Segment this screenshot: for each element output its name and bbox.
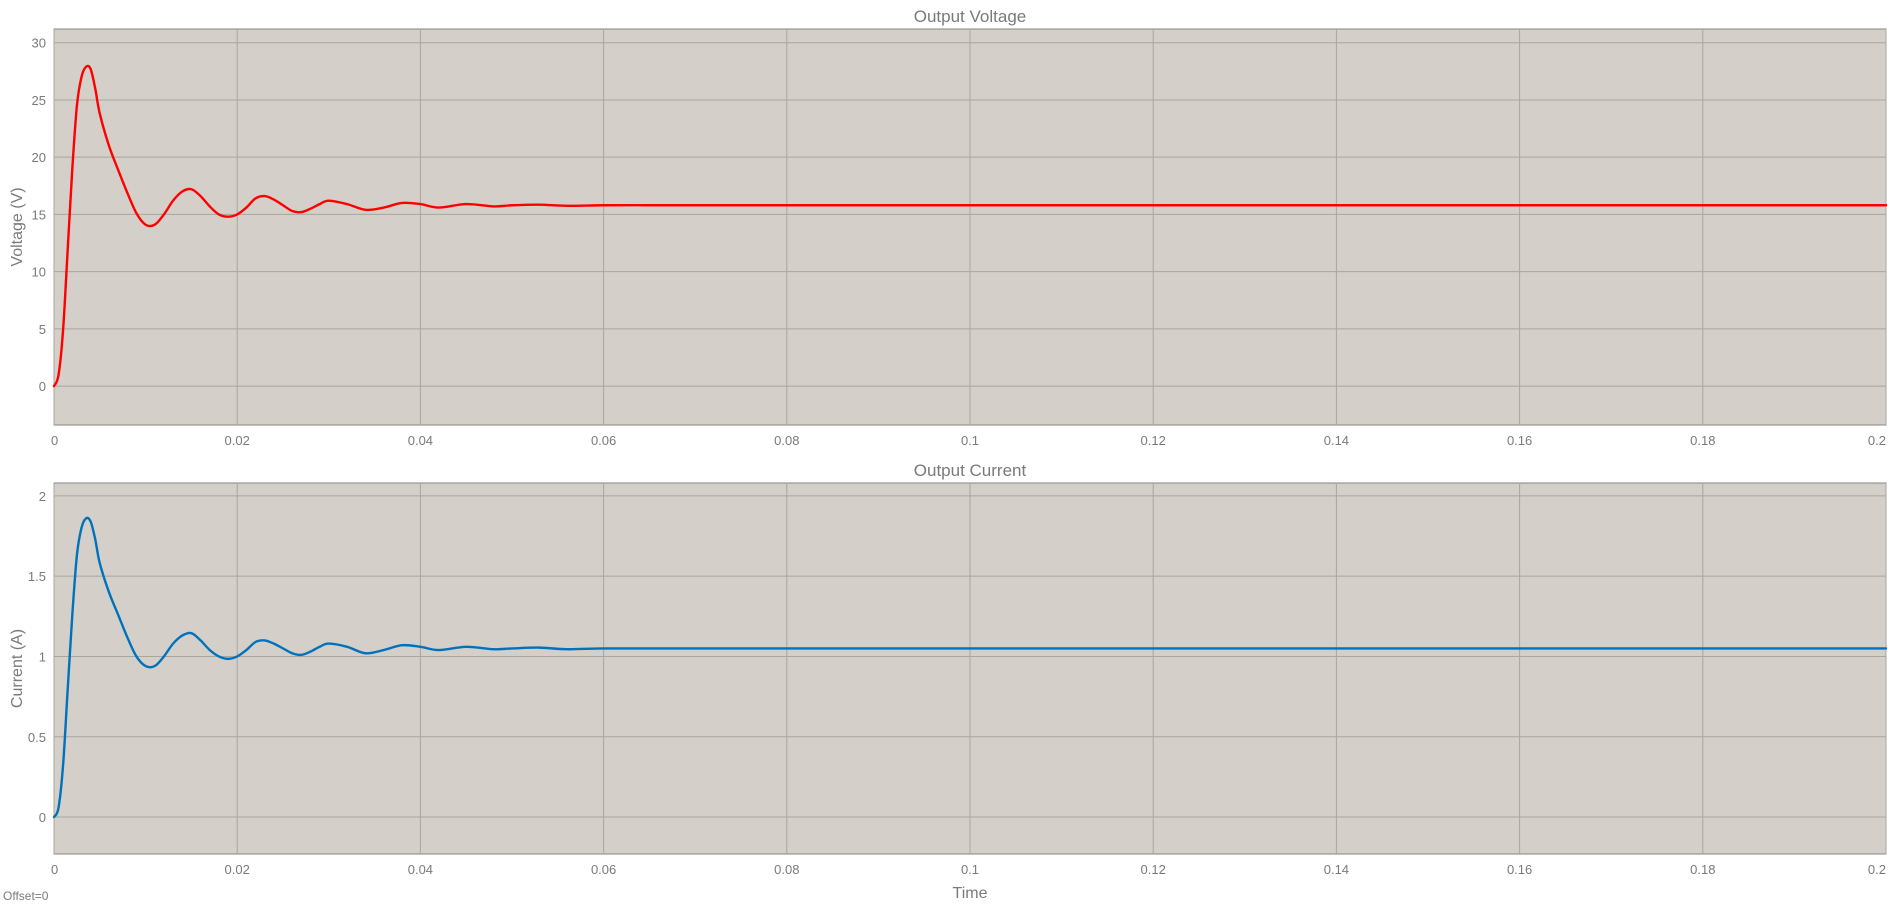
x-tick-label: 0.14: [1324, 862, 1349, 877]
current-plot: 0 0.02 0.04 0.06 0.08 0.1 0.12 0.14 0.16 0.18 0.2 0…: [9, 461, 1888, 902]
y-tick-label: 30: [32, 36, 46, 51]
x-tick-label: 0.02: [225, 862, 250, 877]
y-tick-label: 25: [32, 93, 46, 108]
plot-title: Output Current: [914, 461, 1027, 480]
x-axis-label: Time: [953, 885, 988, 902]
x-tick-label: 0.18: [1690, 862, 1715, 877]
x-tick-label: 0.08: [774, 433, 799, 448]
x-tick-label: 0.02: [225, 433, 250, 448]
x-tick-label: 0.06: [591, 433, 616, 448]
x-tick-label: 0.16: [1507, 433, 1532, 448]
x-tick-label: 0.2: [1868, 862, 1886, 877]
x-tick-label: 0.08: [774, 862, 799, 877]
x-tick-label: 0: [51, 433, 58, 448]
y-tick-label: 0: [39, 810, 46, 825]
x-tick-label: 0.18: [1690, 433, 1715, 448]
x-tick-label: 0.1: [961, 433, 979, 448]
series-line: [52, 64, 1888, 388]
plot-title: Output Voltage: [914, 7, 1026, 26]
y-tick-label: 1: [39, 649, 46, 664]
offset-label: Offset=0: [3, 889, 49, 903]
y-tick-label: 2: [39, 489, 46, 504]
y-axis-label: Voltage (V): [9, 187, 26, 266]
y-tick-label: 10: [32, 265, 46, 280]
x-tick-label: 0.04: [408, 862, 433, 877]
x-tick-label: 0.14: [1324, 433, 1349, 448]
y-tick-label: 0.5: [28, 730, 46, 745]
y-tick-label: 0: [39, 379, 46, 394]
x-tick-label: 0: [51, 862, 58, 877]
x-tick-label: 0.1: [961, 862, 979, 877]
y-tick-label: 15: [32, 207, 46, 222]
y-axis-label: Current (A): [9, 629, 26, 708]
y-tick-label: 1.5: [28, 569, 46, 584]
x-tick-label: 0.04: [408, 433, 433, 448]
voltage-plot: 0 0.02 0.04 0.06 0.08 0.1 0.12 0.14 0.16 0.18 0.2 0…: [9, 7, 1888, 448]
y-tick-label: 20: [32, 150, 46, 165]
x-tick-label: 0.12: [1141, 433, 1166, 448]
series-line: [52, 516, 1888, 819]
x-tick-label: 0.06: [591, 862, 616, 877]
y-tick-label: 5: [39, 322, 46, 337]
x-tick-label: 0.16: [1507, 862, 1532, 877]
x-tick-label: 0.2: [1868, 433, 1886, 448]
x-tick-label: 0.12: [1141, 862, 1166, 877]
